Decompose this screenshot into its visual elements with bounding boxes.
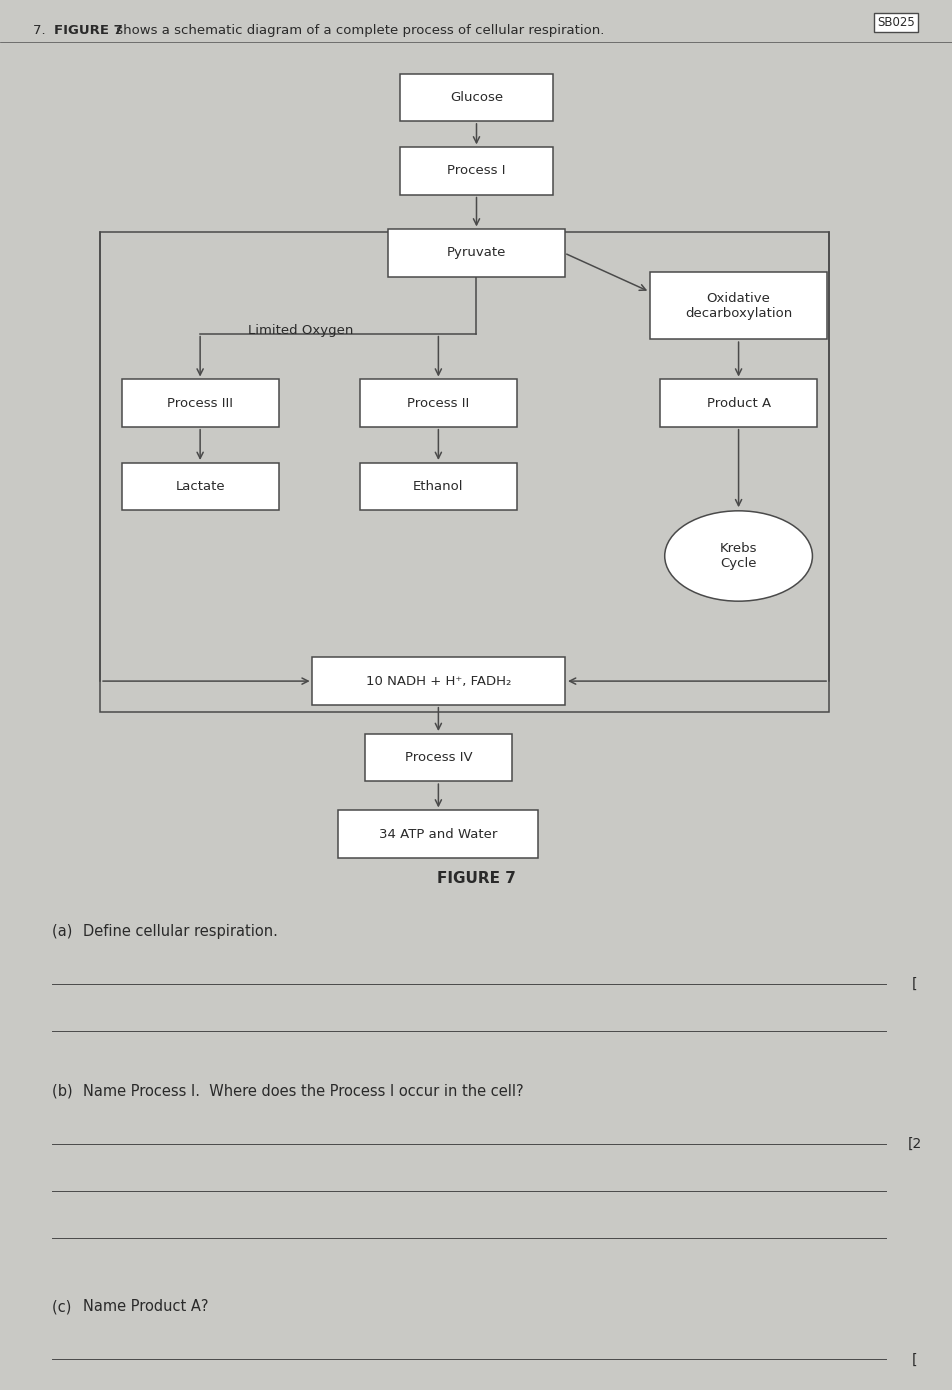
FancyBboxPatch shape	[359, 379, 516, 427]
Text: [: [	[911, 1352, 917, 1366]
Text: Define cellular respiration.: Define cellular respiration.	[83, 924, 277, 938]
Text: Name Product A?: Name Product A?	[83, 1300, 208, 1314]
FancyBboxPatch shape	[359, 463, 516, 510]
Text: Lactate: Lactate	[175, 480, 225, 493]
Text: Process III: Process III	[167, 396, 233, 410]
Text: Process I: Process I	[446, 164, 506, 178]
FancyBboxPatch shape	[400, 147, 552, 195]
FancyBboxPatch shape	[400, 74, 552, 121]
Text: FIGURE 7: FIGURE 7	[54, 24, 123, 38]
FancyBboxPatch shape	[387, 229, 564, 277]
Text: Process II: Process II	[407, 396, 469, 410]
Text: (b): (b)	[52, 1084, 82, 1098]
FancyBboxPatch shape	[122, 463, 278, 510]
FancyBboxPatch shape	[649, 272, 825, 339]
Text: (a): (a)	[52, 924, 82, 938]
Text: Limited Oxygen: Limited Oxygen	[248, 324, 352, 338]
Text: 34 ATP and Water: 34 ATP and Water	[379, 827, 497, 841]
Text: SB025: SB025	[876, 15, 914, 29]
FancyBboxPatch shape	[122, 379, 278, 427]
Text: Process IV: Process IV	[405, 751, 471, 764]
Text: Product A: Product A	[705, 396, 770, 410]
Text: 7.: 7.	[33, 24, 54, 38]
Text: Glucose: Glucose	[449, 90, 503, 104]
Text: Name Process I.  Where does the Process I occur in the cell?: Name Process I. Where does the Process I…	[83, 1084, 523, 1098]
Text: Ethanol: Ethanol	[413, 480, 463, 493]
FancyBboxPatch shape	[311, 657, 564, 705]
Text: Krebs
Cycle: Krebs Cycle	[719, 542, 757, 570]
FancyBboxPatch shape	[659, 379, 817, 427]
Text: Pyruvate: Pyruvate	[446, 246, 506, 260]
Text: [2: [2	[907, 1137, 921, 1151]
Text: [: [	[911, 977, 917, 991]
Text: FIGURE 7: FIGURE 7	[437, 872, 515, 885]
Text: 10 NADH + H⁺, FADH₂: 10 NADH + H⁺, FADH₂	[366, 674, 510, 688]
Text: (c): (c)	[52, 1300, 81, 1314]
Text: Oxidative
decarboxylation: Oxidative decarboxylation	[684, 292, 791, 320]
Ellipse shape	[664, 512, 811, 600]
FancyBboxPatch shape	[364, 734, 512, 781]
Text: shows a schematic diagram of a complete process of cellular respiration.: shows a schematic diagram of a complete …	[111, 24, 604, 38]
FancyBboxPatch shape	[338, 810, 538, 858]
